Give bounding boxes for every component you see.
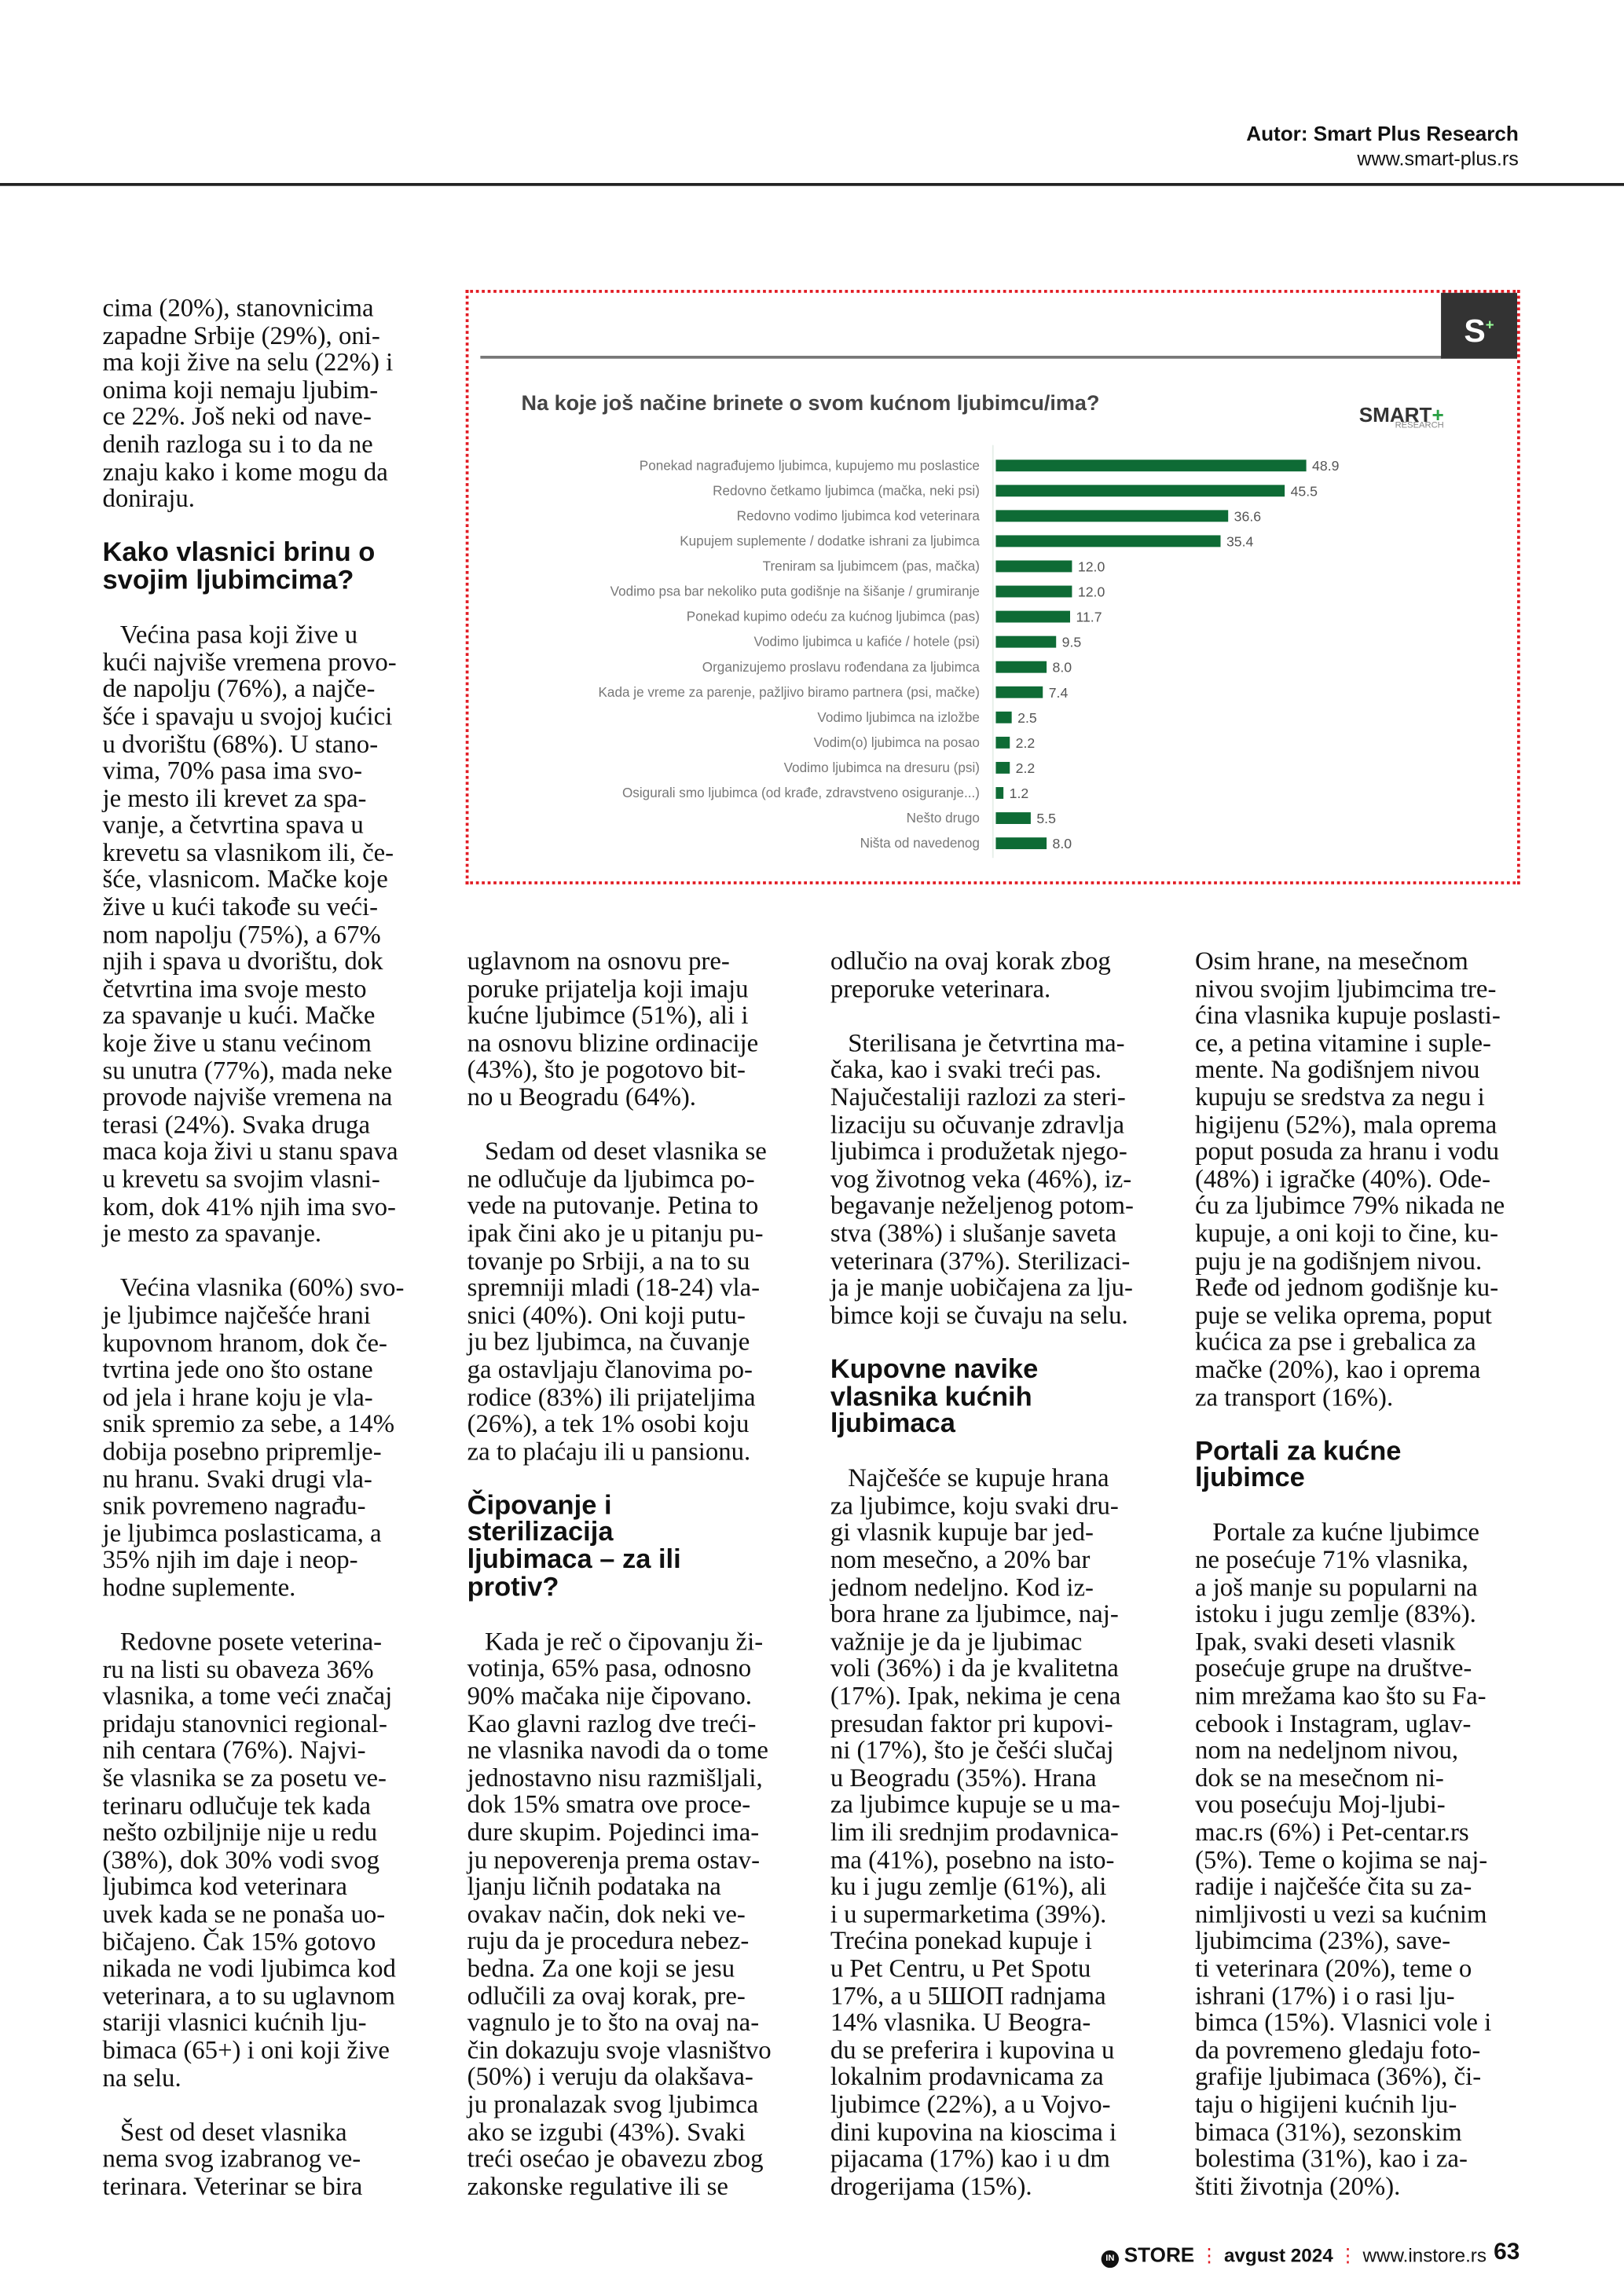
article-column-3: odlučio na ovaj korak zbog preporuke vet… [830,947,1168,2227]
issue-date: avgust 2024 [1223,2244,1333,2267]
category-label: Organizujemo proslavu rođendana za ljubi… [702,659,981,675]
bar [995,686,1043,698]
article-column-4: Osim hrane, na mesečnom nivou svojim lju… [1195,947,1532,2227]
value-label: 7.4 [1049,685,1069,701]
paragraph: Najčešće se kupuje hrana za ljubimce, ko… [830,1463,1121,2200]
category-label: Treniram sa ljubimcem (pas, mačka) [763,558,980,574]
section-heading: Čipovanje i sterilizacija ljubimaca – za… [467,1489,681,1602]
paragraph: Sedam od deset vlasnika se ne odlučuje d… [467,1136,767,1466]
bar [995,787,1004,799]
value-label: 48.9 [1312,458,1339,474]
section-heading: Portali za kućne ljubimce [1194,1434,1402,1492]
page-number: 63 [1494,2239,1520,2265]
section-heading: Kako vlasnici brinu o svojim ljubimcima? [102,536,376,595]
paragraph: odlučio na ovaj korak zbog preporuke vet… [830,946,1111,1003]
category-label: Vodimo psa bar nekoliko puta godišnje na… [610,584,980,599]
bar [995,736,1010,749]
bar [995,485,1285,497]
paragraph: Osim hrane, na mesečnom nivou svojim lju… [1194,946,1505,1411]
paragraph: Većina vlasnika (60%) svo- je ljubimce n… [102,1273,405,1602]
value-label: 11.7 [1076,610,1102,625]
bar [995,610,1070,623]
article-column-1: cima (20%), stanovnicima zapadne Srbije … [102,292,439,2228]
paragraph: Većina pasa koji žive u kući najviše vre… [102,619,398,1248]
value-label: 35.4 [1226,533,1254,549]
value-label: 12.0 [1078,558,1105,574]
paragraph: Redovne posete veterina- ru na listi su … [102,1626,396,2092]
article-column-2: uglavnom na osnovu pre- poruke prijatelj… [467,947,805,2227]
category-label: Vodimo ljubimca na dresuru (psi) [784,760,980,775]
chart-header-line [480,355,1443,359]
paragraph: Portale za kućne ljubimce ne posećuje 71… [1194,1517,1492,2200]
value-label: 2.2 [1016,760,1036,776]
smart-plus-corner-logo: S+ [1441,292,1518,359]
footer: IN STORE ⋮ avgust 2024 ⋮ www.instore.rs [1101,2243,1487,2269]
paragraph: Kada je reč o čipovanju ži- votinja, 65%… [467,1626,772,2200]
bar [995,510,1229,522]
bar [995,635,1057,648]
bar [995,812,1031,825]
category-label: Ponekad kupimo odeću za kućnog ljubimca … [687,609,980,624]
value-label: 2.5 [1017,710,1037,726]
bar-chart: Ponekad nagrađujemo ljubimca, kupujemo m… [599,445,1339,859]
category-label: Redovno vodimo ljubimca kod veterinara [737,507,981,523]
category-label: Ništa od navedenog [860,835,980,851]
paragraph: Sterilisana je četvrtina ma- čaka, kao i… [830,1027,1134,1329]
category-label: Kupujem suplemente / dodatke ishrani za … [680,533,980,548]
value-label: 45.5 [1291,483,1318,499]
bar [995,535,1221,547]
value-label: 5.5 [1036,811,1056,826]
value-label: 2.2 [1016,735,1036,751]
magazine-site[interactable]: www.instore.rs [1362,2244,1487,2267]
value-label: 12.0 [1078,584,1105,600]
chart-box: S+ Na koje još načine brinete o svom kuć… [465,290,1520,884]
bar [995,711,1012,723]
magazine-name: STORE [1124,2243,1195,2267]
bar [995,661,1047,673]
smart-plus-brand-logo: SMART+ RESEARCH [1358,402,1444,430]
section-heading: Kupovne navike vlasnika kućnih ljubimaca [830,1353,1039,1438]
bar [995,560,1072,573]
value-label: 9.5 [1062,635,1082,650]
value-label: 1.2 [1010,785,1029,801]
category-label: Vodim(o) ljubimca na posao [814,734,980,750]
value-label: 36.6 [1234,508,1262,524]
category-label: Vodimo ljubimca na izložbe [817,709,980,725]
chart-title: Na koje još načine brinete o svom kućnom… [521,392,1100,416]
instore-logo-icon: IN [1101,2250,1120,2269]
category-label: Kada je vreme za parenje, pažljivo biram… [599,684,980,700]
author-credit: Autor: Smart Plus Research [1246,121,1519,145]
paragraph: uglavnom na osnovu pre- poruke prijatelj… [467,946,759,1111]
paragraph: Šest od deset vlasnika nema svog izabran… [102,2116,363,2201]
category-label: Redovno četkamo ljubimca (mačka, neki ps… [713,482,980,498]
category-label: Nešto drugo [907,810,980,826]
category-label: Osigurali smo ljubimca (od krađe, zdravs… [622,785,980,800]
category-label: Ponekad nagrađujemo ljubimca, kupujemo m… [640,457,980,473]
bar [995,837,1047,850]
paragraph: cima (20%), stanovnicima zapadne Srbije … [102,292,394,513]
category-label: Vodimo ljubimca u kafiće / hotele (psi) [753,634,979,650]
bar [995,761,1010,774]
value-label: 8.0 [1053,660,1072,676]
value-label: 8.0 [1053,836,1072,851]
header-divider [0,182,1624,186]
bar [995,585,1072,598]
author-url[interactable]: www.smart-plus.rs [1357,148,1519,170]
bar [995,460,1307,472]
